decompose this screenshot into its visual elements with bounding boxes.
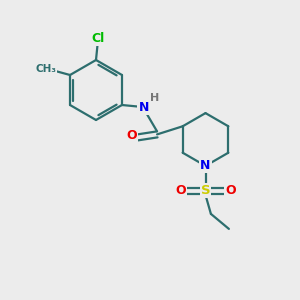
Text: S: S — [201, 184, 210, 197]
Text: Cl: Cl — [91, 32, 104, 46]
Text: O: O — [175, 184, 186, 197]
Text: CH₃: CH₃ — [35, 64, 56, 74]
Text: N: N — [200, 159, 211, 172]
Text: O: O — [127, 129, 137, 142]
Text: H: H — [150, 93, 160, 103]
Text: O: O — [225, 184, 236, 197]
Text: N: N — [138, 101, 149, 114]
